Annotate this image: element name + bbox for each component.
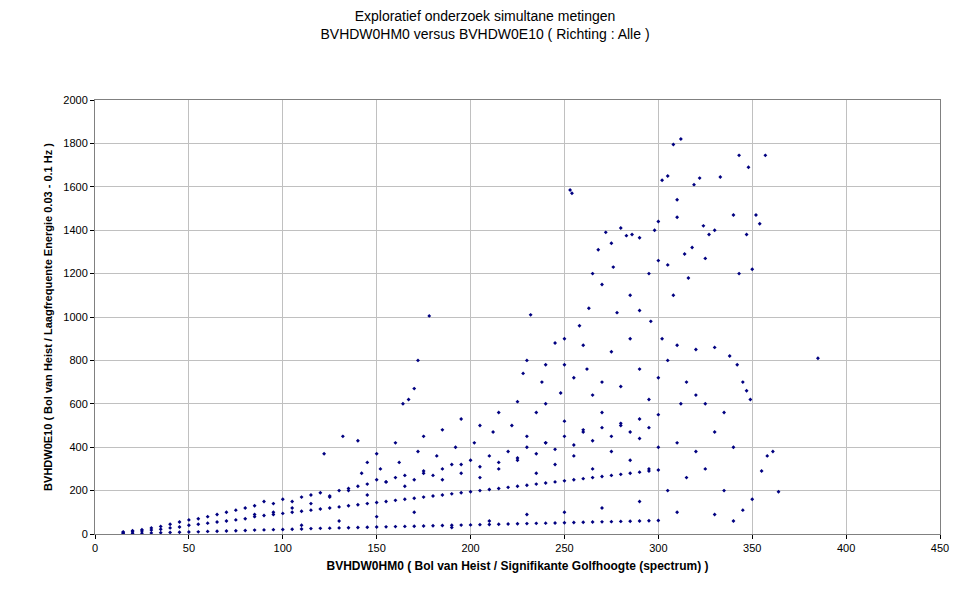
svg-text:150: 150 <box>367 542 385 554</box>
svg-text:BVHDW0HM0 ( Bol van Heist / Si: BVHDW0HM0 ( Bol van Heist / Signifikante… <box>326 559 708 573</box>
svg-text:600: 600 <box>69 398 87 410</box>
svg-text:350: 350 <box>743 542 761 554</box>
svg-text:250: 250 <box>555 542 573 554</box>
svg-text:400: 400 <box>837 542 855 554</box>
svg-text:2000: 2000 <box>63 94 87 106</box>
svg-text:800: 800 <box>69 354 87 366</box>
svg-text:1000: 1000 <box>63 311 87 323</box>
svg-text:0: 0 <box>92 542 98 554</box>
svg-text:1200: 1200 <box>63 267 87 279</box>
svg-text:300: 300 <box>649 542 667 554</box>
svg-text:0: 0 <box>82 528 88 540</box>
svg-text:200: 200 <box>69 484 87 496</box>
svg-text:1800: 1800 <box>63 137 87 149</box>
svg-text:1600: 1600 <box>63 181 87 193</box>
svg-text:100: 100 <box>274 542 292 554</box>
svg-text:200: 200 <box>461 542 479 554</box>
svg-text:450: 450 <box>931 542 949 554</box>
svg-text:BVHDW0E10 ( Bol van Heist / La: BVHDW0E10 ( Bol van Heist / Laagfrequent… <box>42 143 54 491</box>
svg-text:1400: 1400 <box>63 224 87 236</box>
svg-text:50: 50 <box>183 542 195 554</box>
svg-text:Exploratief onderzoek simultan: Exploratief onderzoek simultane metingen… <box>320 8 649 42</box>
svg-text:400: 400 <box>69 441 87 453</box>
